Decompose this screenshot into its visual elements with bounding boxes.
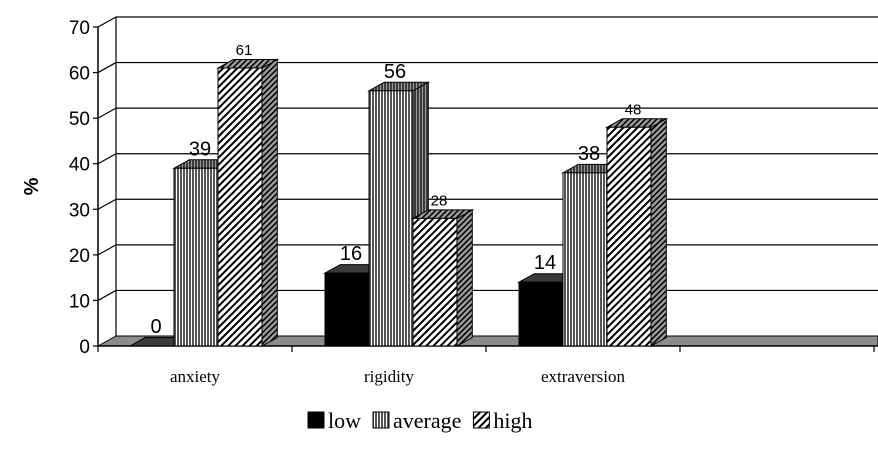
y-tick-label: 30 [69,200,90,221]
bars [128,58,669,347]
y-tick-label: 0 [79,337,90,358]
legend-swatch [307,411,325,429]
data-label: 39 [189,138,211,160]
legend-item-high: high [472,408,533,433]
gridline-depth [97,198,117,210]
bar-side [650,117,667,347]
gridline-depth [97,244,117,256]
y-tick-label: 10 [69,291,90,312]
gridline-depth [97,107,117,119]
bar-high-anxiety [216,58,280,347]
bar-side [456,209,473,347]
bar-front [324,272,370,347]
bar-front [368,90,414,347]
category-labels: anxiety rigidity extraversion [170,367,626,386]
category-label: anxiety [170,367,221,386]
data-label: 16 [340,243,362,265]
gridline-depth [97,289,117,301]
legend-item-low: low [307,408,361,433]
data-label: 48 [625,101,642,118]
gridline-depth [97,62,117,74]
bar-front [217,67,263,347]
y-tick-label: 70 [69,18,90,39]
bar-front [518,281,564,347]
y-axis-title: % [21,177,43,195]
gridline-depth [97,16,117,28]
data-label: 38 [578,143,600,165]
legend-item-average: average [372,408,461,433]
data-label: 56 [384,61,406,83]
data-label: 61 [236,42,253,59]
data-label: 0 [150,316,161,338]
category-label: rigidity [364,367,415,386]
legend-label: high [493,408,532,433]
category-label: extraversion [541,367,626,386]
data-labels: 0 39 61 16 56 28 14 38 48 [150,42,641,338]
legend-label: average [393,408,461,433]
bar-front [412,217,458,347]
bar-front [562,172,608,347]
y-tick-labels: 0 10 20 30 40 50 60 70 [69,18,90,358]
bar-front [173,167,219,347]
y-tick-label: 20 [69,246,90,267]
y-tick-label: 40 [69,155,90,176]
bar-high-extraversion [605,117,669,347]
legend-swatch [472,411,490,429]
bar-front [606,126,652,347]
y-tick-label: 50 [69,109,90,130]
gridline-depth [97,153,117,165]
data-label: 28 [431,192,448,209]
legend-swatch [372,411,390,429]
legend: low average high [307,408,533,433]
bar-high-rigidity [411,209,475,347]
bar-side [261,58,278,347]
data-label: 14 [534,252,556,274]
y-tick-label: 60 [69,64,90,85]
legend-label: low [328,408,361,433]
